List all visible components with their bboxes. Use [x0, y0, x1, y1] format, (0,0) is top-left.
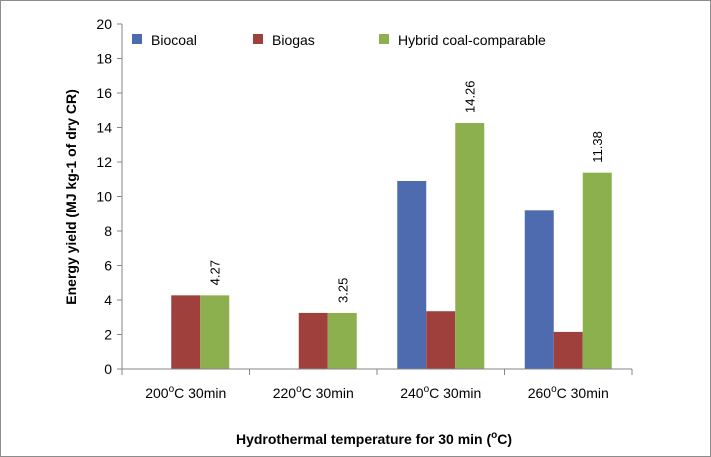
x-axis-title: Hydrothermal temperature for 30 min (oC)	[236, 430, 512, 447]
legend-label: Hybrid coal-comparable	[398, 32, 546, 48]
data-label: 14.26	[463, 80, 478, 113]
y-tick-label: 20	[96, 16, 112, 32]
data-label: 4.27	[208, 260, 223, 285]
bar-biogas	[426, 311, 456, 369]
legend-label: Biogas	[272, 32, 315, 48]
y-tick-label: 0	[104, 361, 112, 377]
legend-label: Biocoal	[151, 32, 197, 48]
data-label: 3.25	[335, 278, 350, 303]
x-tick-label: 260oC 30min	[528, 384, 609, 401]
bar-hybrid-coal-comparable	[582, 172, 612, 369]
y-tick-label: 2	[104, 327, 112, 343]
y-tick-label: 14	[96, 120, 112, 136]
bar-hybrid-coal-comparable	[455, 123, 485, 369]
y-tick-label: 4	[104, 292, 112, 308]
bar-biocoal	[397, 180, 427, 369]
bar-hybrid-coal-comparable	[327, 312, 357, 369]
bar-hybrid-coal-comparable	[200, 295, 230, 369]
bar-biogas	[298, 312, 328, 369]
bar-biogas	[171, 295, 201, 369]
x-tick-label: 220oC 30min	[273, 384, 354, 401]
x-tick-label: 240oC 30min	[400, 384, 481, 401]
y-tick-label: 18	[96, 51, 112, 67]
legend-swatch	[379, 34, 389, 44]
bar-biogas	[553, 331, 583, 369]
y-tick-label: 8	[104, 223, 112, 239]
data-label: 11.38	[590, 131, 605, 163]
y-tick-label: 10	[96, 189, 112, 205]
legend-swatch	[253, 34, 263, 44]
y-axis-title: Energy yield (MJ kg-1 of dry CR)	[63, 89, 79, 304]
bar-biocoal	[524, 210, 554, 369]
y-tick-label: 12	[96, 154, 112, 170]
y-tick-label: 6	[104, 258, 112, 274]
x-tick-label: 200oC 30min	[145, 384, 226, 401]
legend-swatch	[132, 34, 142, 44]
y-tick-label: 16	[96, 85, 112, 101]
